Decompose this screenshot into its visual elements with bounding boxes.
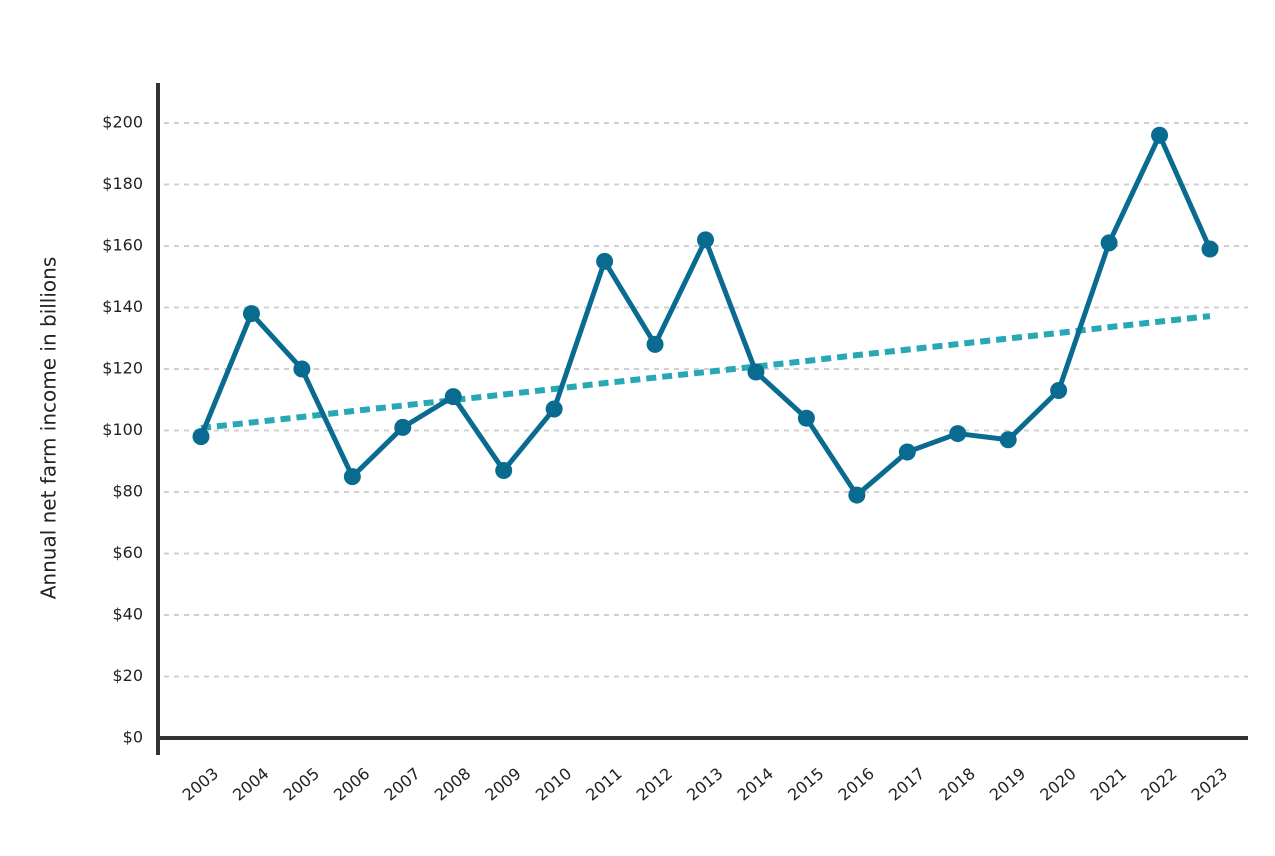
data-point bbox=[596, 252, 614, 270]
y-tick-label: $200 bbox=[102, 112, 143, 131]
x-tick-label: 2018 bbox=[935, 764, 978, 805]
data-point bbox=[242, 305, 260, 323]
y-tick-label: $20 bbox=[112, 666, 143, 685]
y-tick-label: $40 bbox=[112, 604, 143, 623]
x-tick-label: 2020 bbox=[1036, 764, 1079, 805]
y-tick-label: $60 bbox=[112, 543, 143, 562]
x-tick-label: 2004 bbox=[229, 764, 272, 805]
data-point bbox=[949, 425, 967, 443]
y-tick-label: $0 bbox=[123, 728, 143, 747]
x-tick-label: 2008 bbox=[431, 764, 474, 805]
data-point bbox=[797, 409, 815, 427]
x-tick-label: 2022 bbox=[1137, 764, 1180, 805]
x-tick-label: 2016 bbox=[835, 764, 878, 805]
data-point bbox=[293, 360, 311, 378]
x-tick-label: 2010 bbox=[532, 764, 575, 805]
x-tick-label: 2019 bbox=[986, 764, 1029, 805]
y-tick-label: $120 bbox=[102, 358, 143, 377]
y-tick-label: $180 bbox=[102, 174, 143, 193]
y-axis-label: Annual net farm income in billions bbox=[37, 257, 61, 600]
y-tick-label: $80 bbox=[112, 481, 143, 500]
data-point bbox=[343, 468, 361, 486]
x-tick-label: 2014 bbox=[734, 764, 777, 805]
data-point bbox=[697, 231, 714, 249]
x-tick-label: 2013 bbox=[683, 764, 726, 805]
x-tick-label: 2011 bbox=[582, 764, 625, 805]
data-point bbox=[747, 363, 765, 381]
x-tick-label: 2015 bbox=[784, 764, 827, 805]
x-tick-label: 2017 bbox=[885, 764, 928, 805]
data-point bbox=[999, 431, 1017, 449]
data-point bbox=[1100, 234, 1118, 252]
x-tick-label: 2006 bbox=[330, 764, 373, 805]
data-point bbox=[898, 443, 916, 461]
data-point bbox=[495, 461, 513, 479]
y-tick-label: $140 bbox=[102, 297, 143, 316]
data-point bbox=[444, 388, 462, 406]
x-tick-label: 2023 bbox=[1188, 764, 1231, 805]
x-tick-label: 2005 bbox=[280, 764, 323, 805]
x-tick-label: 2012 bbox=[633, 764, 676, 805]
trend-line bbox=[200, 313, 1211, 432]
x-tick-label: 2009 bbox=[481, 764, 524, 805]
data-point bbox=[1151, 126, 1169, 144]
data-point bbox=[545, 400, 563, 418]
y-tick-label: $100 bbox=[102, 420, 143, 439]
data-point bbox=[646, 335, 664, 353]
x-tick-label: 2021 bbox=[1087, 764, 1130, 805]
y-tick-label: $160 bbox=[102, 235, 143, 254]
data-point bbox=[848, 486, 866, 504]
data-point bbox=[192, 428, 210, 446]
data-point bbox=[1050, 382, 1068, 400]
data-point bbox=[394, 418, 412, 436]
data-line bbox=[198, 132, 1213, 498]
x-tick-label: 2003 bbox=[179, 764, 222, 805]
data-point bbox=[1201, 240, 1219, 258]
x-tick-label: 2007 bbox=[380, 764, 423, 805]
